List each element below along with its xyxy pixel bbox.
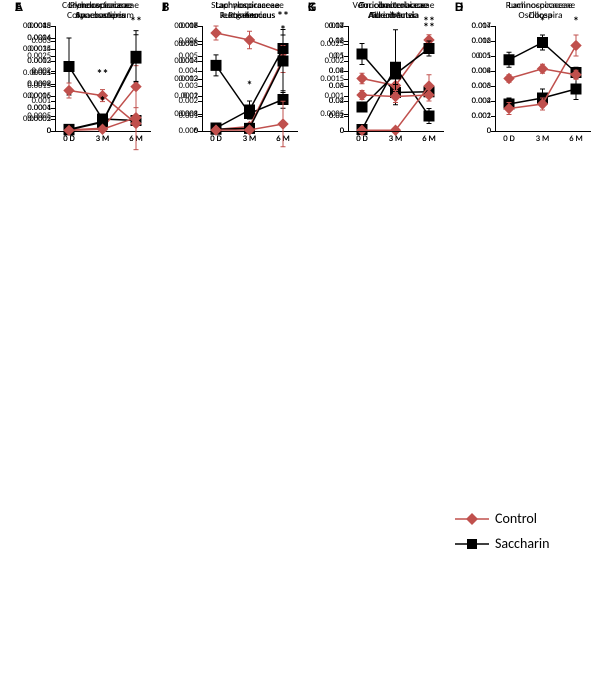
y-tick-label: 0.0004 <box>162 56 198 66</box>
y-tick-label: 0.03 <box>308 81 344 91</box>
panel-letter: H <box>455 0 463 15</box>
y-tick-label: 0 <box>455 126 491 136</box>
y-tick-label: 0.05 <box>308 51 344 61</box>
y-tick-label: 0.002 <box>455 111 491 121</box>
y-tick-label: 0 <box>308 126 344 136</box>
significance-label: * <box>540 15 546 29</box>
legend: Control Saccharin <box>455 510 550 560</box>
y-tick-label: 0.004 <box>455 96 491 106</box>
x-tick-label: 6 M <box>561 134 591 144</box>
y-tick-label: 0.012 <box>455 36 491 46</box>
y-tick-label: 0.008 <box>455 66 491 76</box>
panel-title: Turicibacteraceae Turicibacter <box>338 0 449 21</box>
y-tick-label: 0.0016 <box>15 33 51 43</box>
plot-svg: *** <box>55 26 150 131</box>
panel-letter: K <box>308 0 315 15</box>
y-tick-mark <box>344 131 348 132</box>
y-tick-mark <box>51 131 55 132</box>
panel-letter: I <box>15 0 18 15</box>
y-tick-label: 0.0001 <box>162 109 198 119</box>
legend-swatch <box>455 537 489 551</box>
y-tick-label: 0.02 <box>308 96 344 106</box>
plot-svg: ** <box>348 26 443 131</box>
plot-svg: ** <box>202 26 297 131</box>
x-tick-label: 3 M <box>528 134 558 144</box>
y-tick-label: 0.006 <box>455 81 491 91</box>
significance-label: ** <box>277 10 289 24</box>
y-tick-label: 0.04 <box>308 66 344 76</box>
y-tick-label: 0.07 <box>308 21 344 31</box>
y-tick-label: 0.0003 <box>162 74 198 84</box>
y-tick-label: 0.0006 <box>15 91 51 101</box>
y-tick-label: 0.0018 <box>15 21 51 31</box>
y-tick-mark <box>198 131 202 132</box>
panel-J: JLachnospiraceae Roseburia00.00010.00020… <box>162 0 305 153</box>
legend-swatch <box>455 512 489 526</box>
legend-item: Control <box>455 510 550 527</box>
figure-root: ALachnospiraceae Anaerostipes00.00050.00… <box>0 0 604 676</box>
y-tick-label: 0.0006 <box>162 21 198 31</box>
y-tick-label: 0.0014 <box>15 44 51 54</box>
y-tick-label: 0.0008 <box>15 79 51 89</box>
y-tick-label: 0 <box>15 126 51 136</box>
y-tick-label: 0.0002 <box>162 91 198 101</box>
significance-label: ** <box>130 15 142 29</box>
y-tick-label: 0.0002 <box>15 114 51 124</box>
significance-label: * <box>100 94 106 108</box>
significance-label: ** <box>423 21 435 35</box>
y-tick-label: 0.0005 <box>162 39 198 49</box>
y-tick-label: 0.01 <box>455 51 491 61</box>
y-tick-mark <box>491 131 495 132</box>
y-tick-label: 0.014 <box>455 21 491 31</box>
x-tick-label: 3 M <box>381 134 411 144</box>
y-tick-label: 0.01 <box>308 111 344 121</box>
x-tick-label: 0 D <box>494 134 524 144</box>
y-tick-label: 0 <box>162 126 198 136</box>
y-tick-label: 0.0004 <box>15 103 51 113</box>
legend-label: Control <box>495 510 537 527</box>
y-tick-label: 0.001 <box>15 68 51 78</box>
x-tick-label: 3 M <box>88 134 118 144</box>
panel-H: HRuminococcaceae Oscillospira00.0020.004… <box>455 0 598 153</box>
panel-letter: J <box>162 0 166 15</box>
x-tick-label: 0 D <box>347 134 377 144</box>
y-tick-label: 0.06 <box>308 36 344 46</box>
panel-K: K Turicibacteraceae Turicibacter 0 0.01 0.02… <box>308 0 451 153</box>
legend-item: Saccharin <box>455 535 550 552</box>
plot-svg: * <box>495 26 590 131</box>
x-tick-label: 6 M <box>414 134 444 144</box>
panel-I: ICorynebacteriaceae Corynebacterium00.00… <box>15 0 158 153</box>
y-tick-label: 0.0012 <box>15 56 51 66</box>
legend-label: Saccharin <box>495 535 550 552</box>
